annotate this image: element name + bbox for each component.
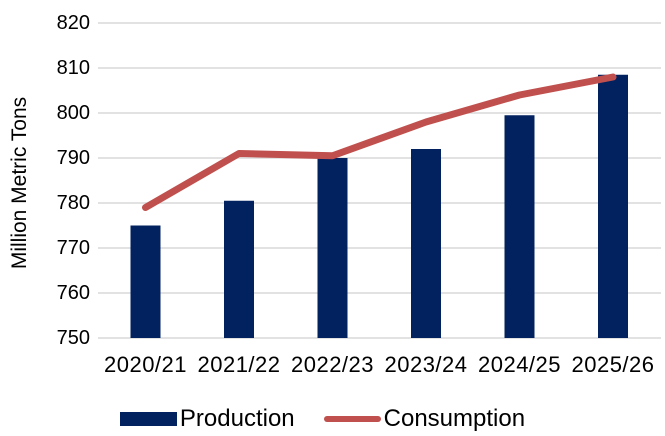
y-tick-label-780: 780 — [56, 192, 90, 214]
x-tick-label-2023/24: 2023/24 — [384, 352, 468, 377]
legend: Production Consumption — [0, 404, 645, 434]
y-tick-label-820: 820 — [56, 12, 90, 34]
production-bar-2021/22 — [224, 200, 254, 338]
production-bar-2024/25 — [504, 115, 535, 338]
consumption-line — [142, 73, 617, 211]
x-tick-label-2021/22: 2021/22 — [197, 352, 281, 377]
production-swatch-icon — [119, 412, 177, 426]
y-tick-label-750: 750 — [56, 327, 90, 349]
x-tick-label-2024/25: 2024/25 — [477, 352, 562, 377]
legend-label-consumption: Consumption — [383, 405, 526, 432]
production-bar-2023/24 — [411, 149, 441, 338]
y-tick-label-810: 810 — [56, 57, 90, 79]
y-tick-label-800: 800 — [56, 102, 90, 124]
legend-label-production: Production — [179, 405, 295, 432]
legend-item-consumption: Consumption — [323, 405, 526, 433]
y-tick-label-790: 790 — [56, 147, 90, 169]
legend-item-production: Production — [119, 405, 295, 433]
x-tick-label-2025/26: 2025/26 — [571, 352, 655, 377]
consumption-swatch-icon — [323, 416, 381, 422]
production-bar-2022/23 — [317, 158, 348, 338]
y-tick-label-760: 760 — [56, 282, 90, 304]
x-tick-label-2022/23: 2022/23 — [290, 352, 375, 377]
y-tick-label-770: 770 — [56, 237, 90, 259]
production-bar-2020/21 — [130, 225, 161, 338]
production-bar-2025/26 — [598, 74, 628, 338]
x-tick-label-2020/21: 2020/21 — [103, 352, 188, 377]
